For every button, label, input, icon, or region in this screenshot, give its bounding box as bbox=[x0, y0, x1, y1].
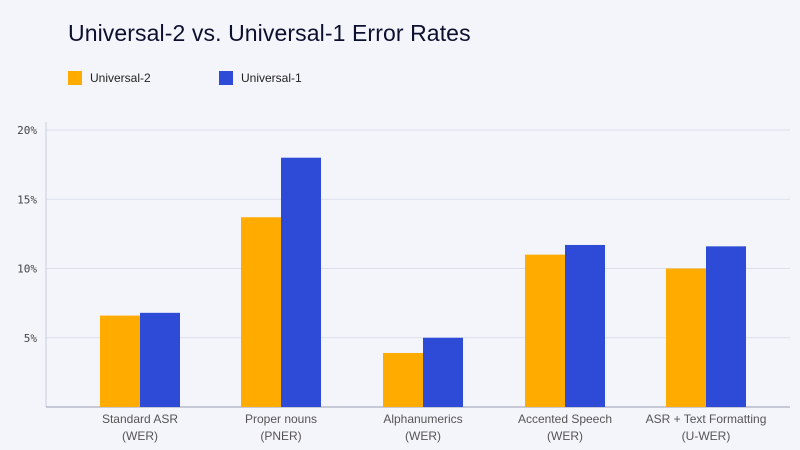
x-category-label: Proper nouns bbox=[245, 412, 317, 426]
x-category-sublabel: (PNER) bbox=[260, 429, 301, 443]
legend-item-universal-1: Universal-1 bbox=[219, 70, 302, 86]
y-tick-label: 5% bbox=[24, 332, 38, 345]
bar-universal-1 bbox=[281, 157, 321, 407]
bar-universal-2 bbox=[100, 315, 140, 407]
bar-universal-2 bbox=[383, 352, 423, 407]
legend-item-universal-2: Universal-2 bbox=[68, 70, 151, 86]
chart-title: Universal-2 vs. Universal-1 Error Rates bbox=[68, 20, 471, 46]
bar-universal-2 bbox=[241, 217, 281, 407]
legend-label-universal-2: Universal-2 bbox=[90, 71, 151, 85]
legend-label-universal-1: Universal-1 bbox=[241, 71, 302, 85]
legend-swatch-universal-2 bbox=[68, 71, 82, 85]
bar-universal-1 bbox=[140, 312, 180, 407]
x-category-sublabel: (WER) bbox=[405, 429, 441, 443]
x-category-sublabel: (U-WER) bbox=[682, 429, 731, 443]
bar-universal-1 bbox=[423, 337, 463, 407]
x-category-label: Standard ASR bbox=[102, 412, 178, 426]
bar-universal-1 bbox=[706, 246, 746, 407]
x-category-sublabel: (WER) bbox=[122, 429, 158, 443]
bar-universal-2 bbox=[666, 268, 706, 407]
y-tick-label: 15% bbox=[17, 193, 37, 206]
x-category-sublabel: (WER) bbox=[547, 429, 583, 443]
x-category-label: Accented Speech bbox=[518, 412, 612, 426]
y-tick-label: 20% bbox=[17, 124, 37, 137]
bar-universal-2 bbox=[525, 254, 565, 407]
legend-swatch-universal-1 bbox=[219, 71, 233, 85]
x-category-label: ASR + Text Formatting bbox=[646, 412, 767, 426]
x-category-label: Alphanumerics bbox=[383, 412, 462, 426]
y-tick-label: 10% bbox=[17, 263, 37, 276]
bar-universal-1 bbox=[565, 244, 605, 407]
